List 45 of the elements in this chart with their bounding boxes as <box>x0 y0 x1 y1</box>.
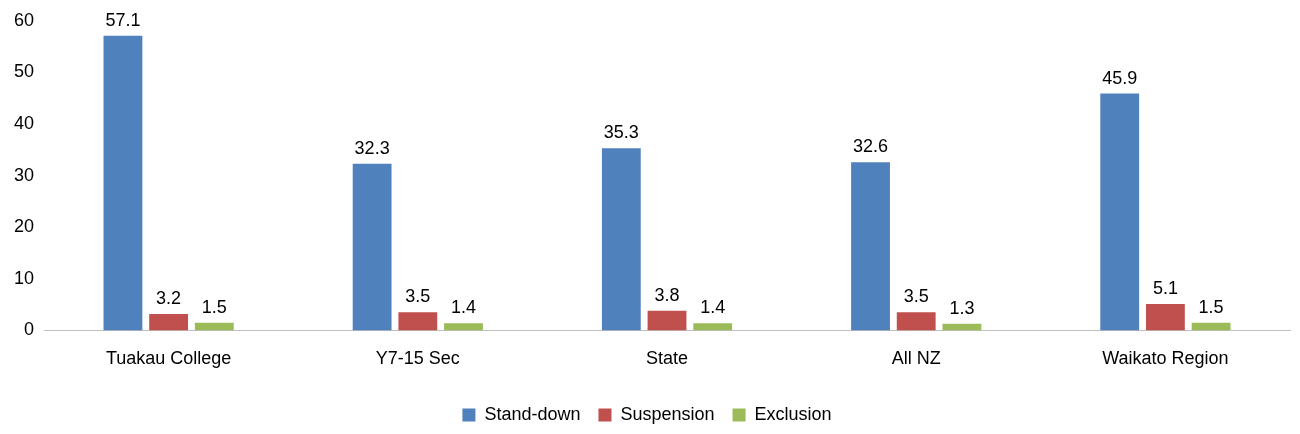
data-label: 1.3 <box>949 297 975 318</box>
x-tick-label: State <box>646 348 689 369</box>
data-label: 35.3 <box>603 122 639 143</box>
bar <box>1145 304 1185 331</box>
data-label: 45.9 <box>1102 67 1138 88</box>
bar <box>1100 93 1140 331</box>
data-label: 3.2 <box>156 287 182 308</box>
data-label: 3.5 <box>405 286 431 307</box>
data-label: 3.8 <box>654 284 680 305</box>
bar <box>103 35 143 331</box>
bar <box>693 323 733 331</box>
data-label: 1.4 <box>700 297 726 318</box>
bar <box>647 310 687 331</box>
x-tick-label: Tuakau College <box>105 348 232 369</box>
legend-label: Suspension <box>620 403 715 424</box>
data-label: 1.4 <box>450 297 477 318</box>
data-label: 1.5 <box>1198 296 1224 317</box>
y-tick-label: 10 <box>13 267 35 288</box>
bar <box>896 312 936 331</box>
bar <box>194 322 234 331</box>
data-label: 32.3 <box>354 137 390 158</box>
y-tick-label: 30 <box>13 164 35 185</box>
data-label: 32.6 <box>853 136 889 157</box>
bar <box>942 323 982 331</box>
x-tick-label: Y7-15 Sec <box>375 348 460 369</box>
y-tick-label: 50 <box>13 61 35 82</box>
data-label: 57.1 <box>105 9 141 30</box>
bar <box>601 148 641 331</box>
legend-label: Exclusion <box>754 403 832 424</box>
bar <box>444 323 483 331</box>
y-tick-label: 0 <box>24 319 35 340</box>
bar <box>1191 322 1231 331</box>
data-label: 5.1 <box>1152 278 1178 299</box>
data-label: 1.5 <box>201 296 227 317</box>
data-label: 3.5 <box>903 286 929 307</box>
x-tick-label: Waikato Region <box>1102 348 1229 369</box>
y-tick-label: 60 <box>13 9 35 30</box>
bar <box>352 163 392 331</box>
y-tick-label: 40 <box>13 112 35 133</box>
bar <box>851 162 890 331</box>
x-tick-label: All NZ <box>891 348 941 369</box>
bar <box>398 312 438 331</box>
y-tick-label: 20 <box>13 216 35 237</box>
bar <box>149 313 189 331</box>
legend-label: Stand-down <box>484 403 581 424</box>
